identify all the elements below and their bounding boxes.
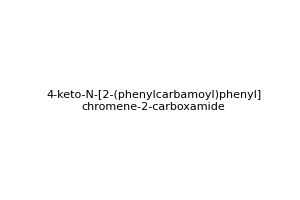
Text: 4-keto-N-[2-(phenylcarbamoyl)phenyl]
chromene-2-carboxamide: 4-keto-N-[2-(phenylcarbamoyl)phenyl] chr… [46, 90, 261, 112]
